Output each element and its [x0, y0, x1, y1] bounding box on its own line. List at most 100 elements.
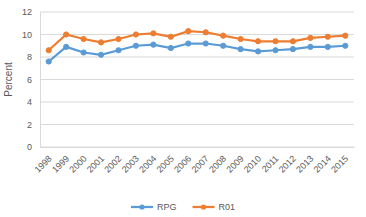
series-marker [64, 32, 69, 37]
x-tick-label: 2009 [224, 153, 245, 174]
series-marker [116, 48, 121, 53]
grid-line [40, 12, 354, 13]
x-tick: 2009 [224, 147, 245, 175]
grid-line [40, 57, 354, 58]
x-tick: 2013 [294, 147, 315, 175]
series [46, 41, 348, 64]
x-axis: 1998199920002001200220032004200520062007… [33, 147, 355, 175]
y-tick: 12 [22, 7, 40, 17]
series-group [46, 29, 348, 65]
series-marker [238, 36, 243, 41]
y-tick: 6 [27, 75, 40, 85]
x-tick: 2011 [260, 147, 281, 174]
x-tick: 1999 [50, 147, 71, 175]
y-tick-label: 12 [22, 7, 32, 17]
series-marker [255, 49, 260, 54]
x-tick-label: 2004 [137, 153, 158, 174]
legend-item: R01 [193, 202, 236, 212]
x-tick: 2008 [207, 147, 228, 175]
y-tick-label: 4 [27, 97, 32, 107]
x-tick-label: 2008 [207, 153, 228, 174]
grid-line [40, 79, 354, 80]
series-line [49, 44, 346, 62]
grid [40, 12, 354, 147]
series-marker [290, 47, 295, 52]
grid-line [40, 102, 354, 103]
series-line [49, 31, 346, 50]
series-marker [168, 45, 173, 50]
x-tick: 2004 [137, 147, 158, 175]
legend-label: R01 [219, 202, 236, 212]
y-tick: 8 [27, 52, 40, 62]
x-tick-label: 2011 [260, 153, 281, 174]
x-tick: 2003 [120, 147, 141, 175]
series-marker [273, 48, 278, 53]
x-tick-label: 2005 [155, 153, 176, 174]
chart: 0246810121998199920002001200220032004200… [0, 0, 366, 217]
series-marker [325, 34, 330, 39]
y-axis-title: Percent [3, 62, 14, 97]
series-marker [255, 39, 260, 44]
series-marker [151, 31, 156, 36]
y-tick-label: 10 [22, 30, 32, 40]
series-marker [46, 59, 51, 64]
x-tick-label: 2002 [102, 153, 123, 174]
y-tick-label: 2 [27, 120, 32, 130]
legend-marker [201, 204, 206, 209]
y-tick: 10 [22, 30, 40, 40]
series-marker [64, 44, 69, 49]
plot-area: 0246810121998199920002001200220032004200… [22, 7, 355, 174]
x-tick: 2000 [67, 147, 88, 175]
series-marker [308, 35, 313, 40]
x-tick: 2010 [242, 147, 263, 175]
x-tick: 2012 [277, 147, 298, 175]
x-tick-label: 2014 [312, 153, 333, 174]
series-marker [221, 33, 226, 38]
series-marker [98, 40, 103, 45]
x-tick: 2002 [102, 147, 123, 175]
series-marker [203, 30, 208, 35]
grid-line [40, 147, 354, 148]
series-marker [46, 48, 51, 53]
grid-line [40, 124, 354, 125]
series-marker [81, 36, 86, 41]
series-marker [238, 47, 243, 52]
y-axis: 0 2 4 6 8 10 12 [22, 7, 41, 152]
series-marker [133, 43, 138, 48]
x-tick: 2014 [312, 147, 333, 175]
series-marker [290, 39, 295, 44]
x-tick: 2001 [85, 147, 106, 175]
x-tick-label: 2001 [85, 153, 106, 174]
series-marker [325, 44, 330, 49]
x-tick-label: 2000 [67, 153, 88, 174]
series-marker [168, 34, 173, 39]
x-tick: 2006 [172, 147, 193, 175]
y-tick-label: 0 [27, 142, 32, 152]
series-marker [133, 32, 138, 37]
legend-label: RPG [157, 202, 177, 212]
x-tick-label: 2010 [242, 153, 263, 174]
series-marker [343, 43, 348, 48]
series-marker [151, 42, 156, 47]
x-tick: 2007 [190, 147, 211, 175]
y-tick-label: 8 [27, 52, 32, 62]
x-tick: 1998 [33, 147, 54, 175]
series-marker [203, 41, 208, 46]
x-tick-label: 2013 [294, 153, 315, 174]
y-tick: 0 [27, 142, 40, 152]
series-marker [343, 33, 348, 38]
series-marker [116, 36, 121, 41]
y-axis-line [40, 13, 41, 148]
x-tick-label: 1998 [33, 153, 54, 174]
x-tick-label: 2003 [120, 153, 141, 174]
x-axis-line [41, 147, 355, 148]
x-tick-label: 1999 [50, 153, 71, 174]
x-tick-label: 2007 [190, 153, 211, 174]
series [46, 29, 348, 53]
legend-item: RPG [131, 202, 177, 212]
series-marker [273, 39, 278, 44]
grid-line [40, 34, 354, 35]
x-tick-label: 2015 [329, 153, 350, 174]
y-tick-label: 6 [27, 75, 32, 85]
y-tick: 4 [27, 97, 40, 107]
